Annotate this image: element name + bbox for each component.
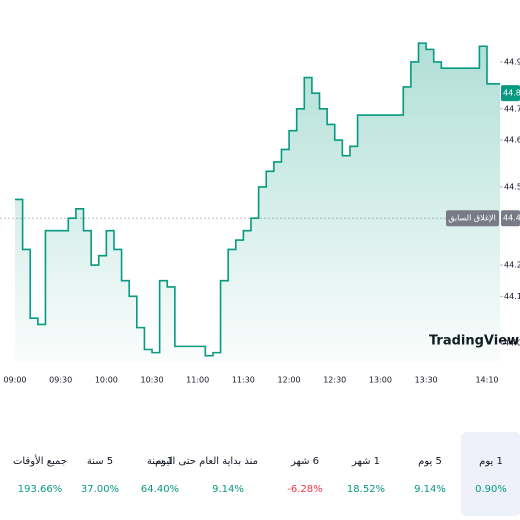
current-price-badge [501, 85, 520, 102]
period-change: -6.28% [287, 484, 323, 495]
y-tick-label: 44.15 [504, 292, 520, 301]
x-tick-label: 13:00 [369, 376, 392, 385]
price-area [15, 43, 500, 363]
period-label: 1 شهر [351, 456, 381, 467]
period-label: 5 سنة [86, 456, 114, 467]
period-tab[interactable]: 1 سنة 64.40% [130, 432, 190, 516]
period-change: 9.14% [212, 484, 244, 495]
period-change: 64.40% [140, 484, 180, 495]
x-tick-label: 10:30 [141, 376, 164, 385]
period-tab[interactable]: 5 سنة 37.00% [70, 432, 130, 516]
y-tick-label: 44.65 [504, 136, 520, 145]
y-tick-label: 44.75 [504, 104, 520, 113]
previous-close-name: الإغلاق السابق [448, 214, 496, 224]
x-tick-label: 12:30 [323, 376, 346, 385]
x-tick-label: 09:30 [49, 376, 72, 385]
period-label: 1 يوم [479, 456, 503, 467]
x-tick-label: 12:00 [278, 376, 301, 385]
period-tab[interactable]: 6 شهر -6.28% [275, 432, 335, 516]
x-tick-label: 14:10 [475, 376, 498, 385]
x-tick-label: 11:00 [186, 376, 209, 385]
x-tick-label: 09:00 [3, 376, 26, 385]
previous-close-name-badge [446, 210, 499, 227]
period-change: 37.00% [80, 484, 120, 495]
chart: TradingView 44.9044.7544.6544.5044.2544.… [0, 42, 520, 385]
previous-close-badge [501, 210, 520, 227]
y-tick-label: 44.00 [504, 339, 520, 348]
period-label: منذ بداية العام حتى اليوم [155, 456, 258, 467]
period-change: 193.66% [17, 484, 63, 495]
y-tick-label: 44.50 [504, 182, 520, 191]
y-tick-label: 44.25 [504, 261, 520, 270]
period-tab[interactable]: 5 يوم 9.14% [400, 432, 460, 516]
current-price-label: 44.80 [503, 89, 520, 98]
period-tab[interactable]: جميع الأوقات 193.66% [10, 432, 70, 516]
x-tick-label: 11:30 [232, 376, 255, 385]
period-change: 0.90% [475, 484, 507, 495]
period-tab[interactable]: 1 يوم 0.90% [461, 432, 520, 516]
previous-close-label: 44.40 [503, 214, 520, 223]
period-tab[interactable]: 1 شهر 18.52% [336, 432, 396, 516]
price-line [15, 42, 500, 357]
period-label: جميع الأوقات [12, 456, 68, 467]
period-label: 5 يوم [418, 456, 442, 467]
period-change: 18.52% [346, 484, 386, 495]
y-tick-label: 44.90 [504, 57, 520, 66]
x-tick-label: 10:00 [95, 376, 118, 385]
x-tick-label: 13:30 [415, 376, 438, 385]
period-tab[interactable]: منذ بداية العام حتى اليوم 9.14% [155, 432, 258, 516]
period-label: 6 شهر [290, 456, 320, 467]
period-label: 1 سنة [146, 456, 174, 467]
period-change: 9.14% [414, 484, 446, 495]
